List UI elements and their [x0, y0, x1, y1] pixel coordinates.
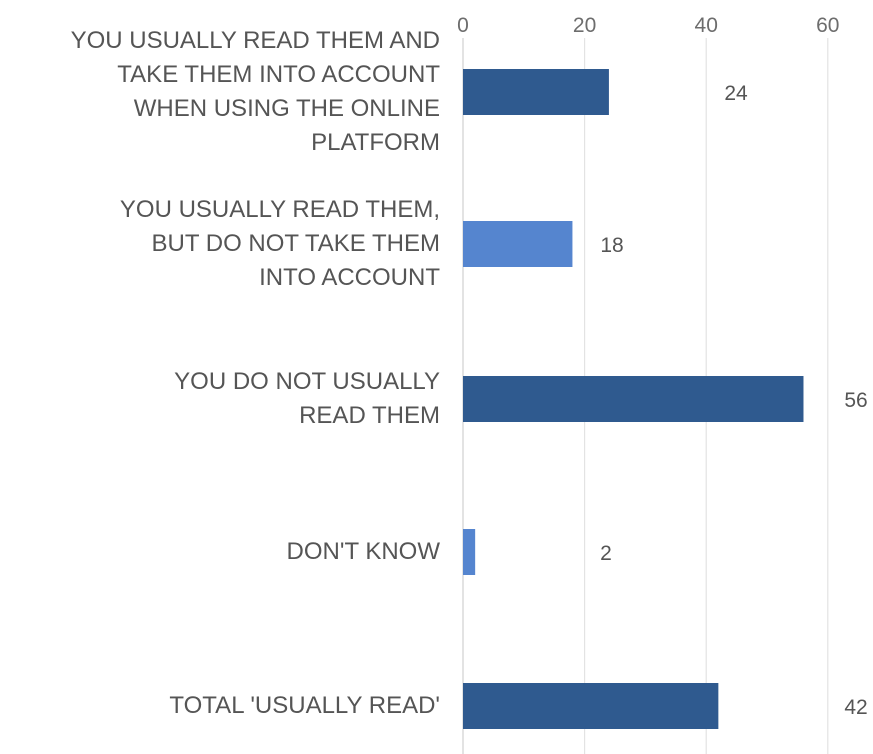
bar-4: [463, 529, 476, 575]
category-label-1: YOU USUALLY READ THEM AND TAKE THEM INTO…: [70, 27, 440, 156]
x-tick-label-60: 60: [816, 14, 839, 37]
bar-1: [463, 69, 609, 115]
value-label-1: 24: [724, 82, 748, 105]
bar-5: [463, 683, 719, 729]
value-label-4: 2: [600, 542, 612, 565]
x-tick-label-0: 0: [457, 14, 469, 37]
bar-3: [463, 376, 804, 422]
category-label-5: TOTAL 'USUALLY READ': [169, 692, 440, 719]
category-label-3: YOU DO NOT USUALLY READ THEM: [174, 368, 440, 429]
value-label-2: 18: [600, 234, 623, 257]
category-label-2: YOU USUALLY READ THEM, BUT DO NOT TAKE T…: [119, 196, 440, 291]
category-label-4: DON'T KNOW: [286, 538, 440, 565]
x-tick-label-40: 40: [695, 14, 718, 37]
x-tick-label-20: 20: [573, 14, 596, 37]
bar-2: [463, 221, 573, 267]
value-label-5: 42: [844, 696, 867, 719]
value-label-3: 56: [844, 389, 867, 412]
